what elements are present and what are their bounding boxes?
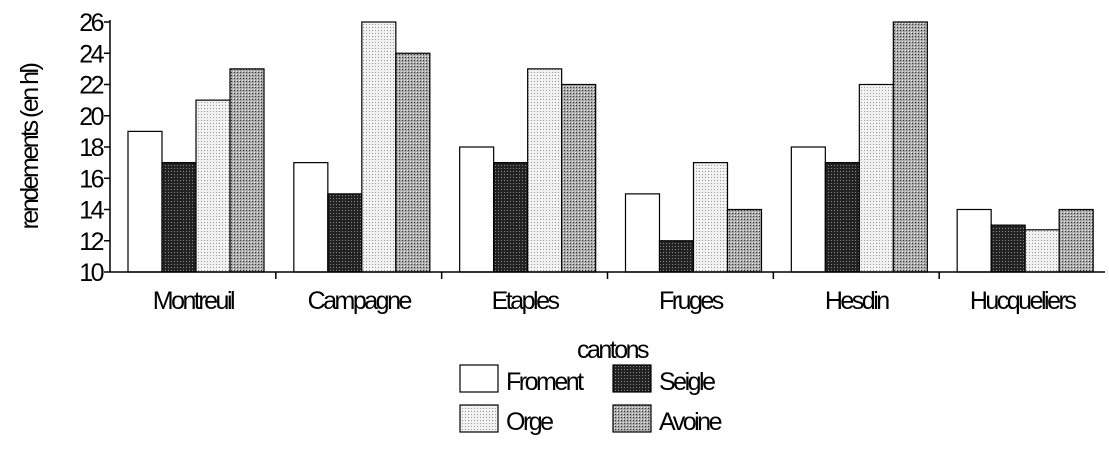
bar-froment-hesdin: [790, 146, 826, 273]
x-tick-label: Hucqueliers: [970, 287, 1077, 315]
x-tick-label: Etaples: [492, 287, 560, 315]
y-tick-label: 24: [79, 40, 104, 68]
legend-label-froment: Froment: [506, 368, 584, 396]
legend-swatch-seigle: [612, 364, 652, 393]
bar-orge-campagne: [361, 21, 397, 273]
y-tick-label: 22: [79, 72, 103, 100]
bar-avoine-hesdin: [892, 21, 928, 273]
bar-orge-hesdin: [858, 83, 894, 273]
legend-swatch-froment: [459, 364, 499, 393]
bar-seigle-montreuil: [161, 162, 197, 273]
y-tick-label: 14: [79, 197, 104, 225]
x-tick-label: Montreuil: [153, 287, 234, 315]
bar-avoine-hucqueliers: [1058, 208, 1094, 273]
bar-froment-montreuil: [127, 130, 163, 273]
y-tick-label: 16: [79, 165, 103, 193]
bar-avoine-etaples: [561, 83, 597, 273]
bar-avoine-montreuil: [229, 68, 265, 273]
bar-seigle-etaples: [493, 162, 529, 273]
bar-froment-etaples: [459, 146, 495, 273]
legend: Froment Seigle Orge Avoine: [459, 364, 724, 436]
x-tick-label: Campagne: [308, 287, 412, 315]
bar-avoine-fruges: [726, 208, 763, 273]
bar-avoine-campagne: [395, 52, 431, 273]
bar-froment-hucqueliers: [956, 208, 992, 273]
legend-label-avoine: Avoine: [659, 408, 722, 436]
bar-orge-fruges: [692, 162, 729, 273]
bar-froment-fruges: [624, 193, 661, 273]
legend-label-orge: Orge: [506, 408, 553, 436]
bar-froment-campagne: [293, 162, 329, 273]
bars-group: [127, 21, 1094, 273]
x-tick-label: Fruges: [659, 287, 724, 315]
y-axis-title: rendements (en hl): [16, 63, 44, 229]
x-axis-title: cantons: [577, 336, 649, 364]
y-tick-label: 20: [79, 103, 103, 131]
legend-swatch-orge: [459, 404, 499, 433]
bar-seigle-hesdin: [824, 162, 860, 273]
x-tick-label: Hesdin: [825, 287, 889, 315]
y-tick-label: 18: [79, 134, 103, 162]
bar-orge-hucqueliers: [1024, 229, 1060, 273]
legend-swatch-avoine: [612, 404, 652, 433]
y-tick-label: 12: [79, 228, 103, 256]
bar-seigle-campagne: [327, 193, 363, 273]
y-tick-label: 26: [79, 9, 103, 37]
y-tick-label: 10: [79, 259, 103, 287]
bar-orge-montreuil: [195, 99, 231, 273]
legend-label-seigle: Seigle: [659, 368, 715, 396]
bar-orge-etaples: [527, 68, 563, 273]
bar-seigle-hucqueliers: [990, 224, 1026, 273]
bar-seigle-fruges: [658, 240, 695, 273]
